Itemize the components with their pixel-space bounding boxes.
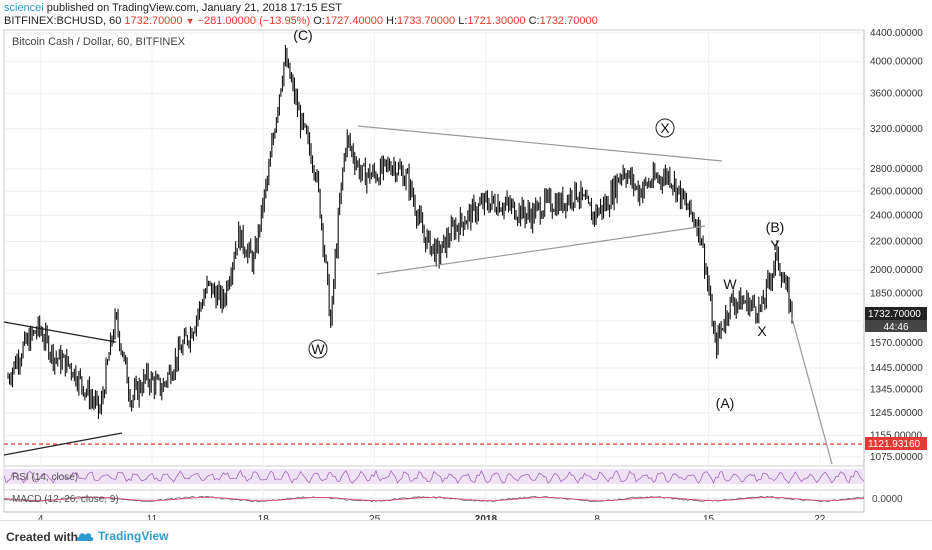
tradingview-brand: TradingView: [98, 529, 169, 543]
price-tick-label: 2800.00000: [870, 164, 923, 175]
trendline-triangle-upper[interactable]: [357, 125, 723, 162]
price-series: [7, 44, 793, 420]
level-price-tag: 1121.93160: [865, 437, 927, 450]
macd-axis-label: 0.0000: [872, 494, 903, 505]
time-tick-label: 25: [369, 514, 381, 520]
low-label: L:: [458, 15, 468, 27]
down-arrow-icon: ▼: [185, 16, 195, 26]
rsi-line: [3, 469, 865, 484]
price-tick-label: 1075.00000: [870, 452, 923, 463]
price-tick-label: 3200.00000: [870, 124, 923, 135]
time-tick-label: 8: [594, 514, 600, 520]
time-tick-label: 4: [38, 514, 44, 520]
last-price-tag-text: 1732.70000: [868, 309, 921, 320]
tradingview-logo[interactable]: TradingView: [76, 529, 168, 543]
price-tick-label: 3600.00000: [870, 88, 923, 99]
wave-label[interactable]: X: [660, 120, 670, 136]
wave-label[interactable]: W: [723, 276, 737, 292]
trendlines[interactable]: [3, 125, 833, 465]
rsi-title: RSI (14, close): [12, 472, 79, 483]
trendline-lower-left[interactable]: [3, 432, 123, 456]
price-tick-label: 2600.00000: [870, 186, 923, 197]
close-value: 1732.70000: [539, 15, 598, 27]
published-text: published on TradingView.com, January 21…: [43, 2, 342, 14]
publish-info: sciencei published on TradingView.com, J…: [4, 2, 342, 15]
macd-signal-line: [3, 497, 865, 501]
trendline-upper-left[interactable]: [3, 321, 117, 343]
open-value: 1727.40000: [324, 15, 383, 27]
price-tick-label: 1445.00000: [870, 363, 923, 374]
price-tick-label: 1850.00000: [870, 289, 923, 300]
time-axis[interactable]: 4 11 18 25 2018 8 15 22: [38, 514, 826, 520]
price-tick-label: 1245.00000: [870, 408, 923, 419]
symbol-info-line: BITFINEX:BCHUSD, 60 1732.70000 ▼ −281.00…: [4, 15, 598, 28]
price-tick-label: 1155.00000: [870, 430, 923, 441]
last-price-tag: 1732.70000 44:46: [865, 307, 927, 333]
tradingview-cloud-icon: [76, 533, 94, 541]
price-chart[interactable]: 4400.00000 4000.00000 3600.00000 3200.00000…: [0, 28, 932, 520]
footer: Created with TradingView: [0, 520, 932, 550]
price-tick-label: 1570.00000: [870, 338, 923, 349]
price-tick-label: 4000.00000: [870, 57, 923, 68]
countdown-tag-text: 44:46: [883, 322, 908, 333]
time-tick-label: 2018: [475, 514, 498, 520]
high-label: H:: [386, 15, 398, 27]
price-axis[interactable]: 4400.00000 4000.00000 3600.00000 3200.00000…: [870, 28, 923, 463]
wave-labels[interactable]: (C) W X (B) Y W X (A): [293, 28, 784, 411]
grid: [4, 30, 864, 512]
close-label: C:: [528, 15, 540, 27]
symbol-label: BITFINEX:BCHUSD, 60: [4, 15, 122, 27]
wave-label[interactable]: (A): [716, 395, 735, 411]
projection-line[interactable]: [791, 317, 833, 465]
created-with-text: Created with: [6, 530, 79, 544]
chart-title: Bitcoin Cash / Dollar, 60, BITFINEX: [12, 36, 186, 48]
author-link[interactable]: sciencei: [4, 2, 44, 14]
last-price: 1732.70000: [124, 15, 183, 27]
price-tick-label: 2400.00000: [870, 210, 923, 221]
wave-label-circle: [655, 118, 675, 138]
price-tick-label: 2200.00000: [870, 237, 923, 248]
open-label: O:: [313, 15, 325, 27]
price-tick-label: 1345.00000: [870, 385, 923, 396]
wave-label[interactable]: Y: [770, 237, 780, 253]
low-value: 1721.30000: [467, 15, 526, 27]
wave-label[interactable]: (B): [766, 219, 785, 235]
high-value: 1733.70000: [397, 15, 456, 27]
price-tick-label: 2000.00000: [870, 265, 923, 276]
macd-title: MACD (12, 26, close, 9): [12, 494, 119, 505]
time-tick-label: 18: [258, 514, 270, 520]
wave-label[interactable]: (C): [293, 28, 312, 43]
wave-label[interactable]: W: [311, 341, 325, 357]
wave-label[interactable]: X: [757, 323, 767, 339]
price-tick-label: 4400.00000: [870, 28, 923, 39]
time-tick-label: 22: [814, 514, 826, 520]
level-price-tag-text: 1121.93160: [868, 439, 921, 450]
wave-label-circle: [308, 339, 328, 359]
trendline-triangle-lower[interactable]: [376, 225, 706, 275]
time-tick-label: 15: [703, 514, 715, 520]
price-change: −281.00000 (−13.95%): [197, 15, 311, 27]
time-tick-label: 11: [147, 514, 158, 520]
chart-frame: [3, 29, 865, 513]
